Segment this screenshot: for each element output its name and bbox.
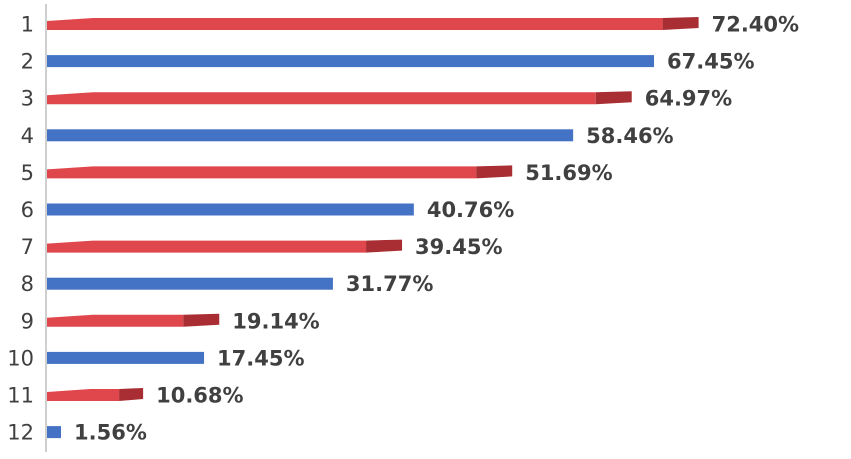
data-label: 51.69% (525, 161, 612, 185)
bar (47, 239, 403, 253)
data-label: 19.14% (232, 309, 319, 333)
bar (47, 277, 333, 290)
category-label: 6 (21, 198, 34, 222)
bar (47, 129, 574, 142)
bar (47, 426, 62, 439)
data-label: 39.45% (415, 235, 502, 259)
bar (47, 91, 632, 105)
data-label: 10.68% (156, 384, 243, 408)
bar (47, 388, 144, 401)
bar (47, 313, 220, 327)
bar (47, 17, 699, 30)
category-label: 2 (21, 50, 34, 74)
bars-layer (47, 17, 699, 439)
data-label: 67.45% (667, 50, 754, 74)
category-label: 4 (21, 124, 34, 148)
data-label: 64.97% (645, 87, 732, 111)
category-label: 8 (21, 272, 34, 296)
category-label: 12 (7, 421, 34, 445)
category-label: 9 (21, 309, 34, 333)
category-label: 1 (21, 13, 34, 37)
data-label: 17.45% (217, 346, 304, 370)
bar (47, 203, 414, 216)
labels-layer: 1 72.40% 2 67.45% 3 64.97% 4 58.46% 5 51.69% 6 40.7… (7, 13, 799, 445)
category-label: 7 (21, 235, 34, 259)
data-label: 1.56% (74, 421, 147, 445)
category-label: 5 (21, 161, 34, 185)
bar (47, 351, 205, 364)
data-label: 40.76% (427, 198, 514, 222)
bar (47, 165, 513, 179)
category-label: 10 (7, 346, 34, 370)
data-label: 58.46% (586, 124, 673, 148)
category-label: 3 (21, 87, 34, 111)
bar (47, 55, 655, 68)
data-label: 31.77% (346, 272, 433, 296)
data-label: 72.40% (712, 13, 799, 37)
category-label: 11 (7, 384, 34, 408)
